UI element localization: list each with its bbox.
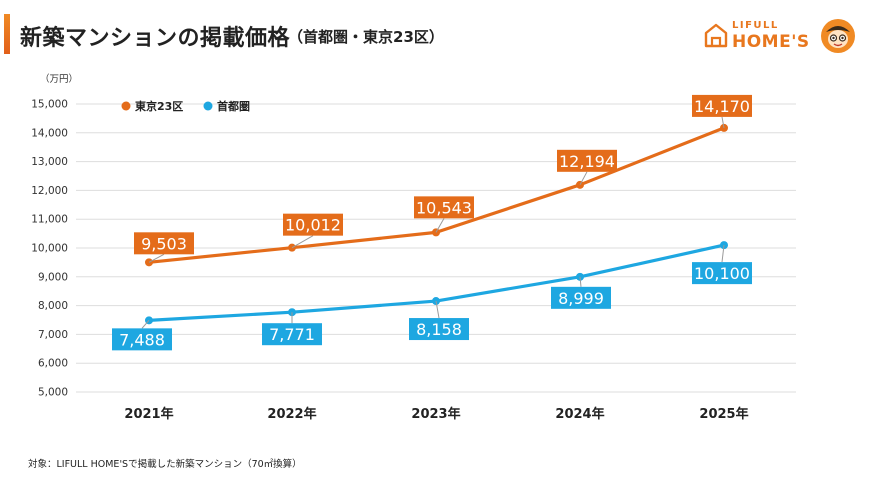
data-label-box (112, 328, 172, 351)
legend-marker (203, 101, 213, 111)
data-label-box (409, 318, 469, 341)
y-tick-label: 10,000 (31, 243, 68, 255)
label-leader (148, 253, 165, 263)
data-label: 10,543 (416, 198, 472, 217)
data-label-box (283, 213, 343, 236)
legend-label: 東京23区 (135, 99, 183, 113)
page-title: 新築マンションの掲載価格 (20, 26, 291, 51)
data-label: 8,999 (558, 289, 604, 308)
page-subtitle: （首都圏・東京23区） (288, 28, 444, 46)
y-tick-label: 7,000 (38, 329, 68, 341)
data-label: 7,488 (119, 330, 165, 349)
y-tick-label: 6,000 (38, 358, 68, 370)
legend-label: 首都圏 (217, 99, 250, 113)
y-tick-label: 9,000 (38, 271, 68, 283)
x-tick-label: 2025年 (699, 406, 748, 422)
brand-logo: LIFULL HOME'S (704, 18, 856, 56)
x-tick-label: 2022年 (267, 406, 316, 422)
label-leader (435, 300, 440, 319)
y-tick-label: 12,000 (31, 185, 68, 197)
house-icon (704, 23, 728, 48)
data-label-box (414, 196, 474, 219)
x-tick-label: 2024年 (555, 406, 604, 422)
data-label: 10,012 (285, 216, 341, 235)
label-leader (721, 116, 725, 128)
title-accent-bar (4, 14, 10, 54)
data-label: 9,503 (141, 234, 187, 253)
data-label-box (692, 262, 752, 285)
data-label: 12,194 (559, 152, 615, 171)
label-leader (291, 235, 314, 249)
data-label-box (692, 94, 752, 117)
x-tick-label: 2023年 (411, 406, 460, 422)
label-leader (579, 171, 588, 186)
data-label-box (551, 286, 611, 309)
y-tick-label: 8,000 (38, 300, 68, 312)
data-label: 14,170 (694, 97, 750, 116)
data-label: 7,771 (269, 325, 315, 344)
label-leader (435, 218, 445, 233)
label-leader (721, 245, 725, 263)
data-label-box (262, 323, 322, 346)
label-leader (141, 320, 150, 329)
series-line (147, 126, 726, 264)
y-tick-label: 5,000 (38, 387, 68, 399)
logo-text-top: LIFULL (732, 20, 779, 31)
y-unit-label: （万円） (40, 73, 78, 85)
footnote: 対象：LIFULL HOME'Sで掲載した新築マンション（70㎡換算） (28, 459, 302, 470)
x-tick-label: 2021年 (124, 406, 173, 422)
data-label-box (557, 149, 617, 172)
data-label: 10,100 (694, 264, 750, 283)
y-tick-label: 14,000 (31, 127, 68, 139)
legend-marker (121, 101, 131, 111)
label-leader (579, 276, 582, 287)
mascot-icon (821, 19, 855, 53)
series-line (147, 243, 726, 322)
y-tick-label: 11,000 (31, 214, 68, 226)
logo-text-main: HOME'S (732, 32, 810, 52)
data-label: 8,158 (416, 320, 462, 339)
data-label-box (134, 232, 194, 255)
y-tick-label: 15,000 (31, 99, 68, 111)
y-tick-label: 13,000 (31, 156, 68, 168)
